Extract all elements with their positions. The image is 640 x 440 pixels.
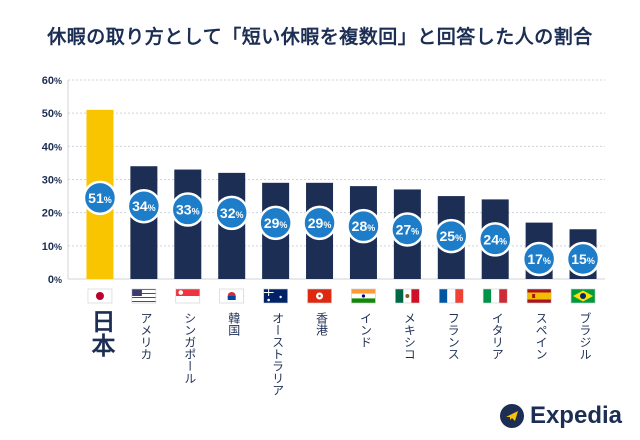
data-label-bubble bbox=[214, 195, 249, 231]
data-label: 17% bbox=[527, 251, 551, 267]
data-label: 29% bbox=[264, 215, 288, 231]
category-label: イタリア bbox=[490, 312, 505, 360]
category-label: 日本 bbox=[86, 309, 115, 357]
y-tick-label: 20% bbox=[42, 208, 62, 220]
data-label: 28% bbox=[352, 218, 376, 234]
data-label: 24% bbox=[483, 231, 507, 247]
data-label: 51% bbox=[88, 190, 112, 206]
data-label-bubble bbox=[346, 208, 381, 244]
category-label: インド bbox=[358, 312, 373, 348]
flag-spain-icon bbox=[526, 288, 552, 304]
data-label-bubble bbox=[565, 241, 601, 277]
data-label-bubble bbox=[477, 222, 513, 257]
data-label-bubble bbox=[126, 188, 162, 224]
category-label: シンガポール bbox=[182, 312, 197, 384]
flag-hongkong-icon bbox=[307, 288, 332, 304]
flag-usa-icon bbox=[131, 288, 157, 304]
plane-icon bbox=[499, 404, 524, 428]
chart-title: 休暇の取り方として「短い休暇を複数回」と回答した人の割合 bbox=[47, 26, 593, 48]
flag-italy-icon bbox=[482, 288, 508, 304]
y-tick-label: 30% bbox=[42, 175, 62, 187]
data-label-bubble bbox=[170, 192, 206, 227]
flag-korea-icon bbox=[219, 288, 245, 304]
brand-name: Expedia bbox=[529, 402, 622, 429]
data-label: 33% bbox=[176, 202, 200, 218]
flag-japan-icon bbox=[87, 288, 113, 304]
data-label: 15% bbox=[571, 251, 595, 267]
data-label: 32% bbox=[220, 205, 244, 221]
flag-singapore-icon bbox=[175, 288, 201, 304]
data-label-bubble bbox=[390, 212, 425, 247]
category-label: オーストラリア bbox=[270, 312, 285, 396]
flag-mexico-icon bbox=[395, 288, 420, 304]
category-label: 香港 bbox=[314, 312, 329, 336]
flag-france-icon bbox=[438, 288, 464, 304]
y-tick-label: 0% bbox=[48, 274, 62, 286]
data-label-bubble bbox=[302, 205, 337, 241]
category-label: アメリカ bbox=[138, 312, 153, 360]
flag-india-icon bbox=[351, 288, 376, 304]
y-tick-label: 50% bbox=[42, 108, 62, 120]
data-label: 29% bbox=[308, 215, 332, 231]
y-tick-label: 40% bbox=[42, 141, 62, 153]
data-label: 34% bbox=[132, 198, 156, 214]
category-label: 韓国 bbox=[226, 312, 241, 336]
data-label-bubble bbox=[82, 180, 118, 216]
y-tick-label: 10% bbox=[42, 241, 62, 253]
data-label: 27% bbox=[396, 221, 420, 237]
category-label: メキシコ bbox=[402, 312, 417, 360]
brand-logo: Expedia bbox=[499, 402, 622, 430]
data-label-bubble bbox=[258, 205, 293, 241]
category-label: ブラジル bbox=[578, 312, 593, 360]
flag-brazil-icon bbox=[570, 288, 596, 304]
data-label: 25% bbox=[439, 228, 463, 244]
data-label-bubble bbox=[434, 218, 469, 254]
category-label: フランス bbox=[446, 312, 461, 360]
y-tick-label: 60% bbox=[42, 75, 62, 87]
data-label-bubble bbox=[521, 241, 557, 277]
flag-australia-icon bbox=[263, 288, 288, 304]
category-label: スペイン bbox=[534, 312, 549, 360]
